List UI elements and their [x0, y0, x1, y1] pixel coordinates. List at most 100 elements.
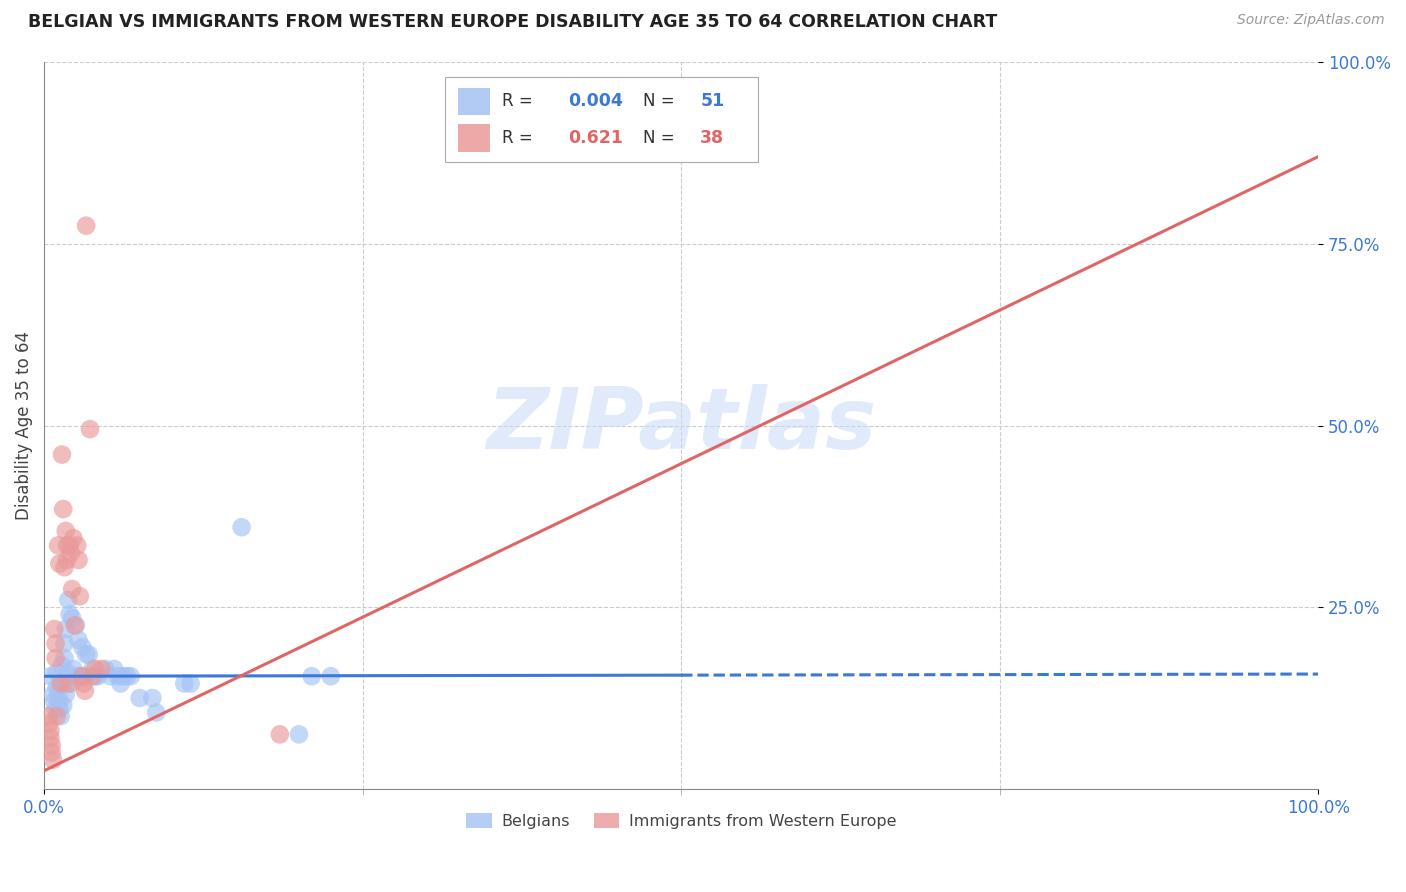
Point [180, 676, 202, 690]
Point [67, 632, 90, 647]
Point [84, 669, 107, 683]
Point [39, 723, 62, 738]
Point [141, 691, 163, 706]
Point [59, 546, 82, 560]
Text: N =: N = [643, 93, 681, 111]
Text: R =: R = [502, 128, 537, 146]
Text: Source: ZipAtlas.com: Source: ZipAtlas.com [1237, 13, 1385, 28]
Point [53, 560, 76, 574]
Point [55, 524, 77, 538]
Point [55, 622, 77, 636]
Point [58, 538, 80, 552]
Point [52, 502, 75, 516]
Point [46, 538, 69, 552]
Point [75, 648, 97, 662]
Point [72, 669, 94, 683]
Text: 38: 38 [700, 128, 724, 146]
Point [94, 662, 117, 676]
Point [58, 593, 80, 607]
Point [269, 727, 291, 741]
Point [90, 662, 112, 676]
Point [49, 709, 72, 723]
Point [145, 706, 167, 720]
Point [73, 683, 96, 698]
Point [69, 669, 91, 683]
Point [56, 553, 79, 567]
Text: R =: R = [502, 93, 537, 111]
Legend: Belgians, Immigrants from Western Europe: Belgians, Immigrants from Western Europe [460, 806, 903, 836]
Point [60, 611, 83, 625]
Point [60, 582, 83, 596]
Point [48, 695, 70, 709]
Point [48, 557, 70, 571]
Point [49, 676, 72, 690]
Point [62, 531, 84, 545]
Point [103, 662, 125, 676]
Point [45, 709, 67, 723]
Bar [458, 87, 491, 115]
Text: 0.004: 0.004 [568, 93, 623, 111]
Point [45, 651, 67, 665]
Point [58, 676, 80, 690]
Text: BELGIAN VS IMMIGRANTS FROM WESTERN EUROPE DISABILITY AGE 35 TO 64 CORRELATION CH: BELGIAN VS IMMIGRANTS FROM WESTERN EUROP… [28, 13, 997, 31]
Point [41, 746, 63, 760]
Point [38, 716, 60, 731]
Point [66, 669, 89, 683]
Point [53, 636, 76, 650]
Point [128, 691, 150, 706]
Point [45, 665, 67, 680]
Point [45, 636, 67, 650]
Point [69, 589, 91, 603]
Point [52, 676, 75, 690]
Point [51, 448, 73, 462]
Point [98, 669, 121, 683]
Point [45, 680, 67, 694]
Point [79, 422, 101, 436]
Point [42, 687, 65, 701]
Point [65, 618, 87, 632]
Point [37, 709, 59, 723]
Point [107, 669, 129, 683]
Point [72, 676, 94, 690]
Point [41, 739, 63, 753]
Point [52, 698, 75, 713]
Point [56, 538, 79, 552]
Point [62, 662, 84, 676]
Text: 51: 51 [700, 93, 724, 111]
Point [66, 538, 89, 552]
Point [231, 520, 253, 534]
Point [72, 640, 94, 655]
Text: 0.621: 0.621 [568, 128, 623, 146]
Point [53, 651, 76, 665]
Bar [458, 124, 491, 152]
Point [77, 648, 100, 662]
Point [67, 553, 90, 567]
FancyBboxPatch shape [446, 77, 758, 162]
Point [288, 727, 311, 741]
Point [112, 669, 135, 683]
Point [301, 669, 323, 683]
Point [84, 662, 107, 676]
Point [55, 687, 77, 701]
Point [46, 687, 69, 701]
Point [39, 669, 62, 683]
Point [48, 702, 70, 716]
Point [44, 695, 66, 709]
Y-axis label: Disability Age 35 to 64: Disability Age 35 to 64 [15, 331, 32, 520]
Point [63, 618, 86, 632]
Point [44, 622, 66, 636]
Point [115, 669, 138, 683]
Point [51, 658, 73, 673]
Point [82, 662, 104, 676]
Point [56, 665, 79, 680]
Point [45, 702, 67, 716]
Point [319, 669, 342, 683]
Point [59, 676, 82, 690]
Point [58, 607, 80, 622]
Point [110, 676, 132, 690]
Text: N =: N = [643, 128, 681, 146]
Point [86, 669, 108, 683]
Point [72, 669, 94, 683]
Point [120, 669, 142, 683]
Point [82, 669, 104, 683]
